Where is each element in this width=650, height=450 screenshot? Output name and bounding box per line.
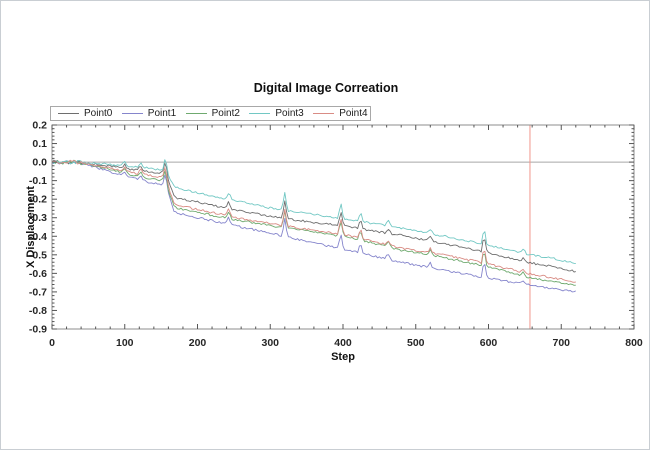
legend-swatch-point3: [249, 113, 271, 114]
legend-item-point4: Point4: [306, 107, 370, 120]
series-line-point4: [51, 159, 576, 283]
legend-label: Point1: [147, 108, 177, 119]
y-axis-title: X Displacement: [25, 186, 37, 268]
x-tick-label: 0: [49, 337, 55, 349]
y-tick-label: -0.1: [29, 175, 47, 187]
y-tick-label: -0.7: [29, 286, 47, 298]
legend-label: Point4: [339, 108, 368, 119]
y-tick-label: -0.5: [29, 249, 47, 261]
x-tick-label: 200: [189, 337, 207, 349]
y-tick-label: 0.1: [32, 138, 47, 150]
y-tick-label: 0.0: [32, 157, 47, 169]
plot-area[interactable]: [51, 124, 635, 330]
x-tick-label: 400: [334, 337, 352, 349]
legend: Point0 Point1 Point2 Point3 Point4: [50, 106, 371, 121]
y-tick-label: -0.4: [29, 231, 47, 243]
legend-swatch-point0: [58, 113, 79, 114]
series-line-point1: [51, 160, 576, 293]
legend-swatch-point4: [313, 113, 335, 114]
x-axis-title: Step: [331, 351, 355, 363]
y-tick-label: -0.6: [29, 268, 47, 280]
y-tick-label: -0.2: [29, 194, 47, 206]
y-tick-label: -0.8: [29, 305, 47, 317]
legend-label: Point2: [211, 108, 240, 119]
x-tick-label: 500: [407, 337, 425, 349]
legend-item-point2: Point2: [179, 107, 243, 120]
y-tick-label: 0.2: [32, 120, 47, 132]
x-tick-label: 800: [625, 337, 643, 349]
legend-item-point3: Point3: [242, 107, 306, 120]
chart-title: Digital Image Correation: [253, 81, 399, 95]
legend-swatch-point2: [185, 113, 207, 114]
legend-label: Point0: [84, 108, 113, 119]
legend-swatch-point1: [121, 113, 143, 114]
x-tick-label: 600: [480, 337, 498, 349]
y-tick-label: -0.9: [29, 324, 47, 336]
x-tick-label: 300: [261, 337, 279, 349]
legend-item-point0: Point0: [51, 107, 115, 120]
legend-item-point1: Point1: [115, 107, 179, 120]
x-tick-label: 700: [552, 337, 570, 349]
series-line-point2: [51, 159, 576, 286]
series-line-point0: [51, 159, 576, 273]
legend-label: Point3: [275, 108, 304, 119]
x-tick-label: 100: [116, 337, 134, 349]
series-line-point3: [51, 159, 576, 265]
y-tick-label: -0.3: [29, 212, 47, 224]
